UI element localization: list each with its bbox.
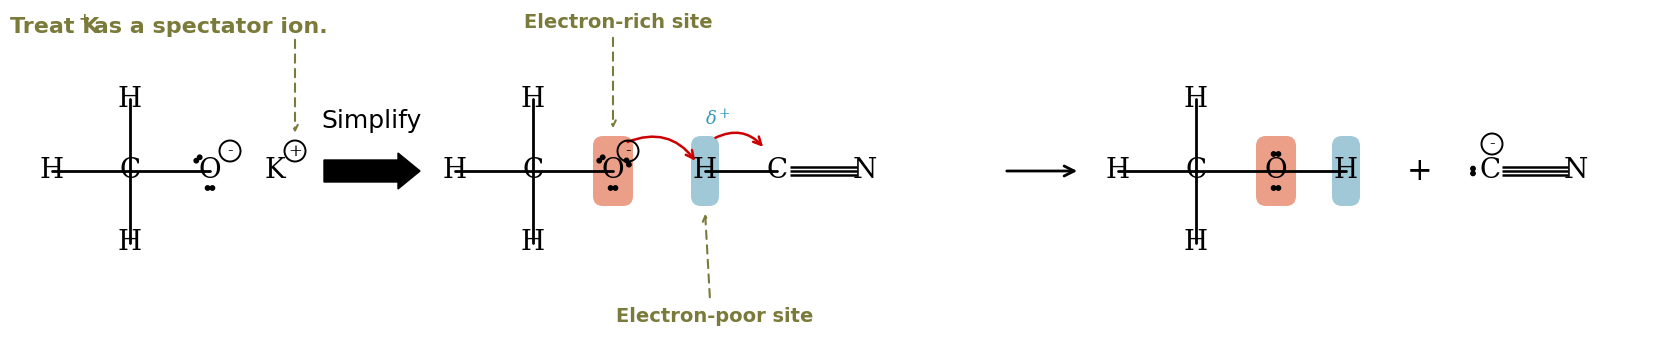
Text: H: H: [118, 86, 141, 113]
Text: O: O: [1265, 158, 1288, 184]
Text: H: H: [1185, 229, 1208, 256]
Circle shape: [198, 155, 201, 159]
Text: H: H: [692, 158, 717, 184]
Text: -: -: [626, 143, 631, 159]
Circle shape: [601, 155, 606, 159]
FancyBboxPatch shape: [1256, 136, 1296, 206]
Text: C: C: [767, 158, 787, 184]
Text: +: +: [719, 107, 730, 121]
Circle shape: [624, 158, 629, 163]
Circle shape: [1471, 167, 1476, 171]
Circle shape: [597, 158, 601, 163]
FancyBboxPatch shape: [691, 136, 719, 206]
Text: Simplify: Simplify: [321, 109, 423, 133]
Text: O: O: [602, 158, 624, 184]
Text: +: +: [1408, 156, 1433, 186]
Text: Electron-rich site: Electron-rich site: [524, 13, 712, 31]
Circle shape: [609, 186, 612, 190]
Text: H: H: [1107, 158, 1130, 184]
Circle shape: [1471, 171, 1476, 175]
Text: as a spectator ion.: as a spectator ion.: [87, 17, 328, 37]
Text: C: C: [1479, 158, 1501, 184]
Text: H: H: [521, 86, 546, 113]
Text: H: H: [1185, 86, 1208, 113]
Text: H: H: [1335, 158, 1358, 184]
Text: +: +: [288, 143, 301, 159]
Text: Treat K: Treat K: [10, 17, 100, 37]
FancyBboxPatch shape: [1331, 136, 1359, 206]
Circle shape: [1271, 186, 1276, 190]
Text: H: H: [521, 229, 546, 256]
Text: Electron-poor site: Electron-poor site: [616, 306, 814, 326]
Text: N: N: [1564, 158, 1587, 184]
Circle shape: [1276, 186, 1281, 190]
Circle shape: [205, 186, 210, 190]
FancyBboxPatch shape: [592, 136, 632, 206]
Text: H: H: [118, 229, 141, 256]
Text: H: H: [40, 158, 63, 184]
Text: +: +: [78, 12, 90, 26]
Text: N: N: [854, 158, 877, 184]
Text: δ: δ: [706, 110, 717, 128]
Circle shape: [195, 158, 198, 163]
Text: C: C: [120, 158, 140, 184]
Text: C: C: [522, 158, 544, 184]
Circle shape: [1276, 152, 1281, 156]
FancyArrow shape: [324, 153, 419, 189]
Text: -: -: [228, 143, 233, 159]
Circle shape: [1271, 152, 1276, 156]
Text: O: O: [198, 158, 221, 184]
Circle shape: [627, 162, 631, 167]
Text: C: C: [1185, 158, 1206, 184]
Text: K: K: [265, 158, 285, 184]
Text: H: H: [443, 158, 468, 184]
Circle shape: [614, 186, 617, 190]
Circle shape: [210, 186, 215, 190]
Text: -: -: [1489, 135, 1494, 153]
